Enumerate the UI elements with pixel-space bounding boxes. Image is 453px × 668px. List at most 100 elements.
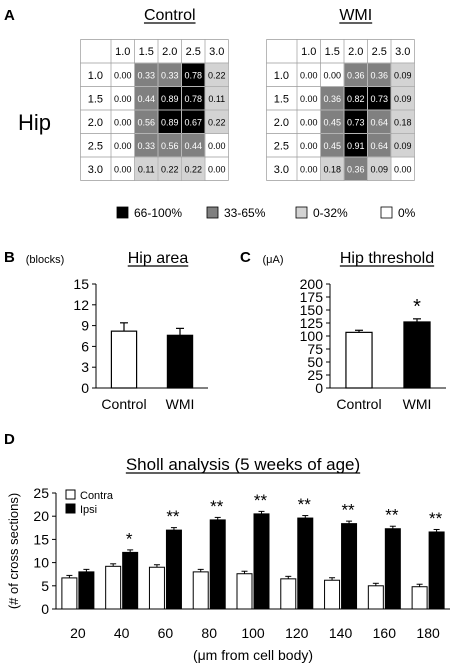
heatmap-cell (391, 87, 414, 110)
x-axis-label: (μm from cell body) (193, 647, 313, 663)
y-tick-label: 25 (33, 485, 49, 501)
x-tick-label: 40 (114, 625, 130, 641)
heatmap-cell (111, 134, 134, 157)
bar-contra (411, 586, 428, 610)
legend-label: Ipsi (80, 504, 97, 516)
heat-legend: 66-100% 33-65% 0-32% 0% (116, 206, 416, 220)
heatmap-value: 0.00 (300, 117, 318, 127)
heatmap-value: 0.18 (323, 164, 341, 174)
heatmap-value: 0.00 (300, 141, 318, 151)
y-tick-label: 12 (73, 297, 89, 313)
heatmap-value: 0.45 (323, 141, 341, 151)
heat-legend-swatch (295, 206, 308, 219)
y-tick-label: 50 (307, 354, 323, 370)
heatmap-title-wmi: WMI (339, 7, 372, 24)
heatmap-value: 0.89 (161, 94, 179, 104)
heatmap-value: 0.00 (114, 164, 132, 174)
y-tick-label: 3 (81, 359, 89, 375)
heatmap-cell (205, 87, 228, 110)
heatmap-cell (344, 134, 367, 157)
heatmap-cell (158, 134, 181, 157)
y-tick-label: 5 (41, 578, 49, 594)
heatmap-value: 0.00 (114, 117, 132, 127)
heatmap-cell (321, 63, 344, 86)
heatmap-cell (391, 110, 414, 133)
heatmap-cell (368, 63, 391, 86)
x-tick-label: WMI (403, 396, 432, 412)
y-tick-label: 15 (73, 276, 89, 292)
x-tick-label: Control (336, 396, 381, 412)
significance-marker: * (126, 529, 133, 548)
heatmap-value: 0.64 (370, 141, 388, 151)
significance-marker: ** (385, 506, 399, 525)
heat-legend-swatch (116, 206, 129, 219)
heatmap-col-label: 1.0 (115, 46, 130, 58)
chart-title: Hip threshold (340, 250, 434, 267)
heatmap-col-label: 2.5 (372, 46, 387, 58)
chart-unit: (blocks) (26, 254, 65, 266)
heatmap-value: 0.36 (347, 164, 365, 174)
heatmap-cell (297, 110, 320, 133)
heatmap-value: 0.00 (300, 70, 318, 80)
heatmap-value: 0.33 (137, 70, 155, 80)
heatmap-value: 0.00 (208, 141, 226, 151)
bar-contra (367, 585, 384, 610)
heatmap-cell (344, 63, 367, 86)
bar-ipsi (78, 571, 95, 610)
x-tick-label: 80 (201, 625, 217, 641)
heatmap-cell (321, 110, 344, 133)
panel-label-a: A (4, 7, 15, 24)
heatmap-cell (158, 63, 181, 86)
heatmap-cell (391, 134, 414, 157)
heatmap-cell (182, 87, 205, 110)
heatmap-cell (158, 87, 181, 110)
heatmap-value: 0.78 (184, 94, 202, 104)
heatmaps: Control 1.0 1.5 2.0 2.5 3.0 1.0 1.5 2.0 2.5 3.0 0.0… (18, 7, 415, 181)
bar-ipsi (165, 529, 182, 610)
heatmap-cell (111, 87, 134, 110)
heatmap-value: 0.36 (347, 70, 365, 80)
heatmap-value: 0.00 (300, 94, 318, 104)
heatmap-cell (135, 87, 158, 110)
bar-ipsi (122, 551, 139, 610)
y-axis-label: (# of cross sections) (6, 493, 21, 609)
y-tick-label: 20 (33, 508, 49, 524)
heatmap-cell (297, 63, 320, 86)
heatmap-cell (205, 134, 228, 157)
heatmap-row-label: 3.0 (274, 164, 289, 176)
heatmap-cell (135, 157, 158, 180)
chart-title: Sholl analysis (5 weeks of age) (126, 455, 360, 474)
heat-legend-label: 66-100% (134, 206, 182, 220)
y-tick-label: 75 (307, 341, 323, 357)
heatmap-cell (368, 134, 391, 157)
heatmap-value: 0.56 (137, 117, 155, 127)
y-tick-label: 200 (300, 276, 324, 292)
heatmap-value: 0.09 (370, 164, 388, 174)
heatmap-value: 0.22 (161, 164, 179, 174)
heatmap-row-label: 3.0 (88, 164, 103, 176)
heatmap-row-label: 1.0 (88, 70, 103, 82)
bar-contra (280, 578, 297, 610)
heatmap-cell (135, 134, 158, 157)
heatmap-col-label: 2.0 (162, 46, 177, 58)
y-tick-label: 0 (41, 601, 49, 617)
heatmap-value: 0.33 (137, 141, 155, 151)
bar (110, 330, 138, 389)
heatmap-value: 0.09 (394, 141, 412, 151)
bar-ipsi (297, 517, 314, 610)
heatmap-title-control: Control (144, 7, 196, 24)
heatmap-cell (344, 87, 367, 110)
heatmap-col-label: 1.5 (139, 46, 154, 58)
heatmap-value: 0.91 (347, 141, 365, 151)
y-tick-label: 125 (300, 315, 324, 331)
heatmap-value: 0.36 (370, 70, 388, 80)
heatmap-value: 0.00 (208, 164, 226, 174)
heat-legend-label: 0% (398, 206, 416, 220)
heatmap-cell (182, 134, 205, 157)
heatmap-row-label: 2.0 (274, 117, 289, 129)
heatmap-value: 0.56 (161, 141, 179, 151)
heatmap-row-label: 1.5 (88, 93, 103, 105)
legend-swatch (65, 503, 76, 514)
heatmap-value: 0.18 (394, 117, 412, 127)
heatmap-cell (368, 87, 391, 110)
